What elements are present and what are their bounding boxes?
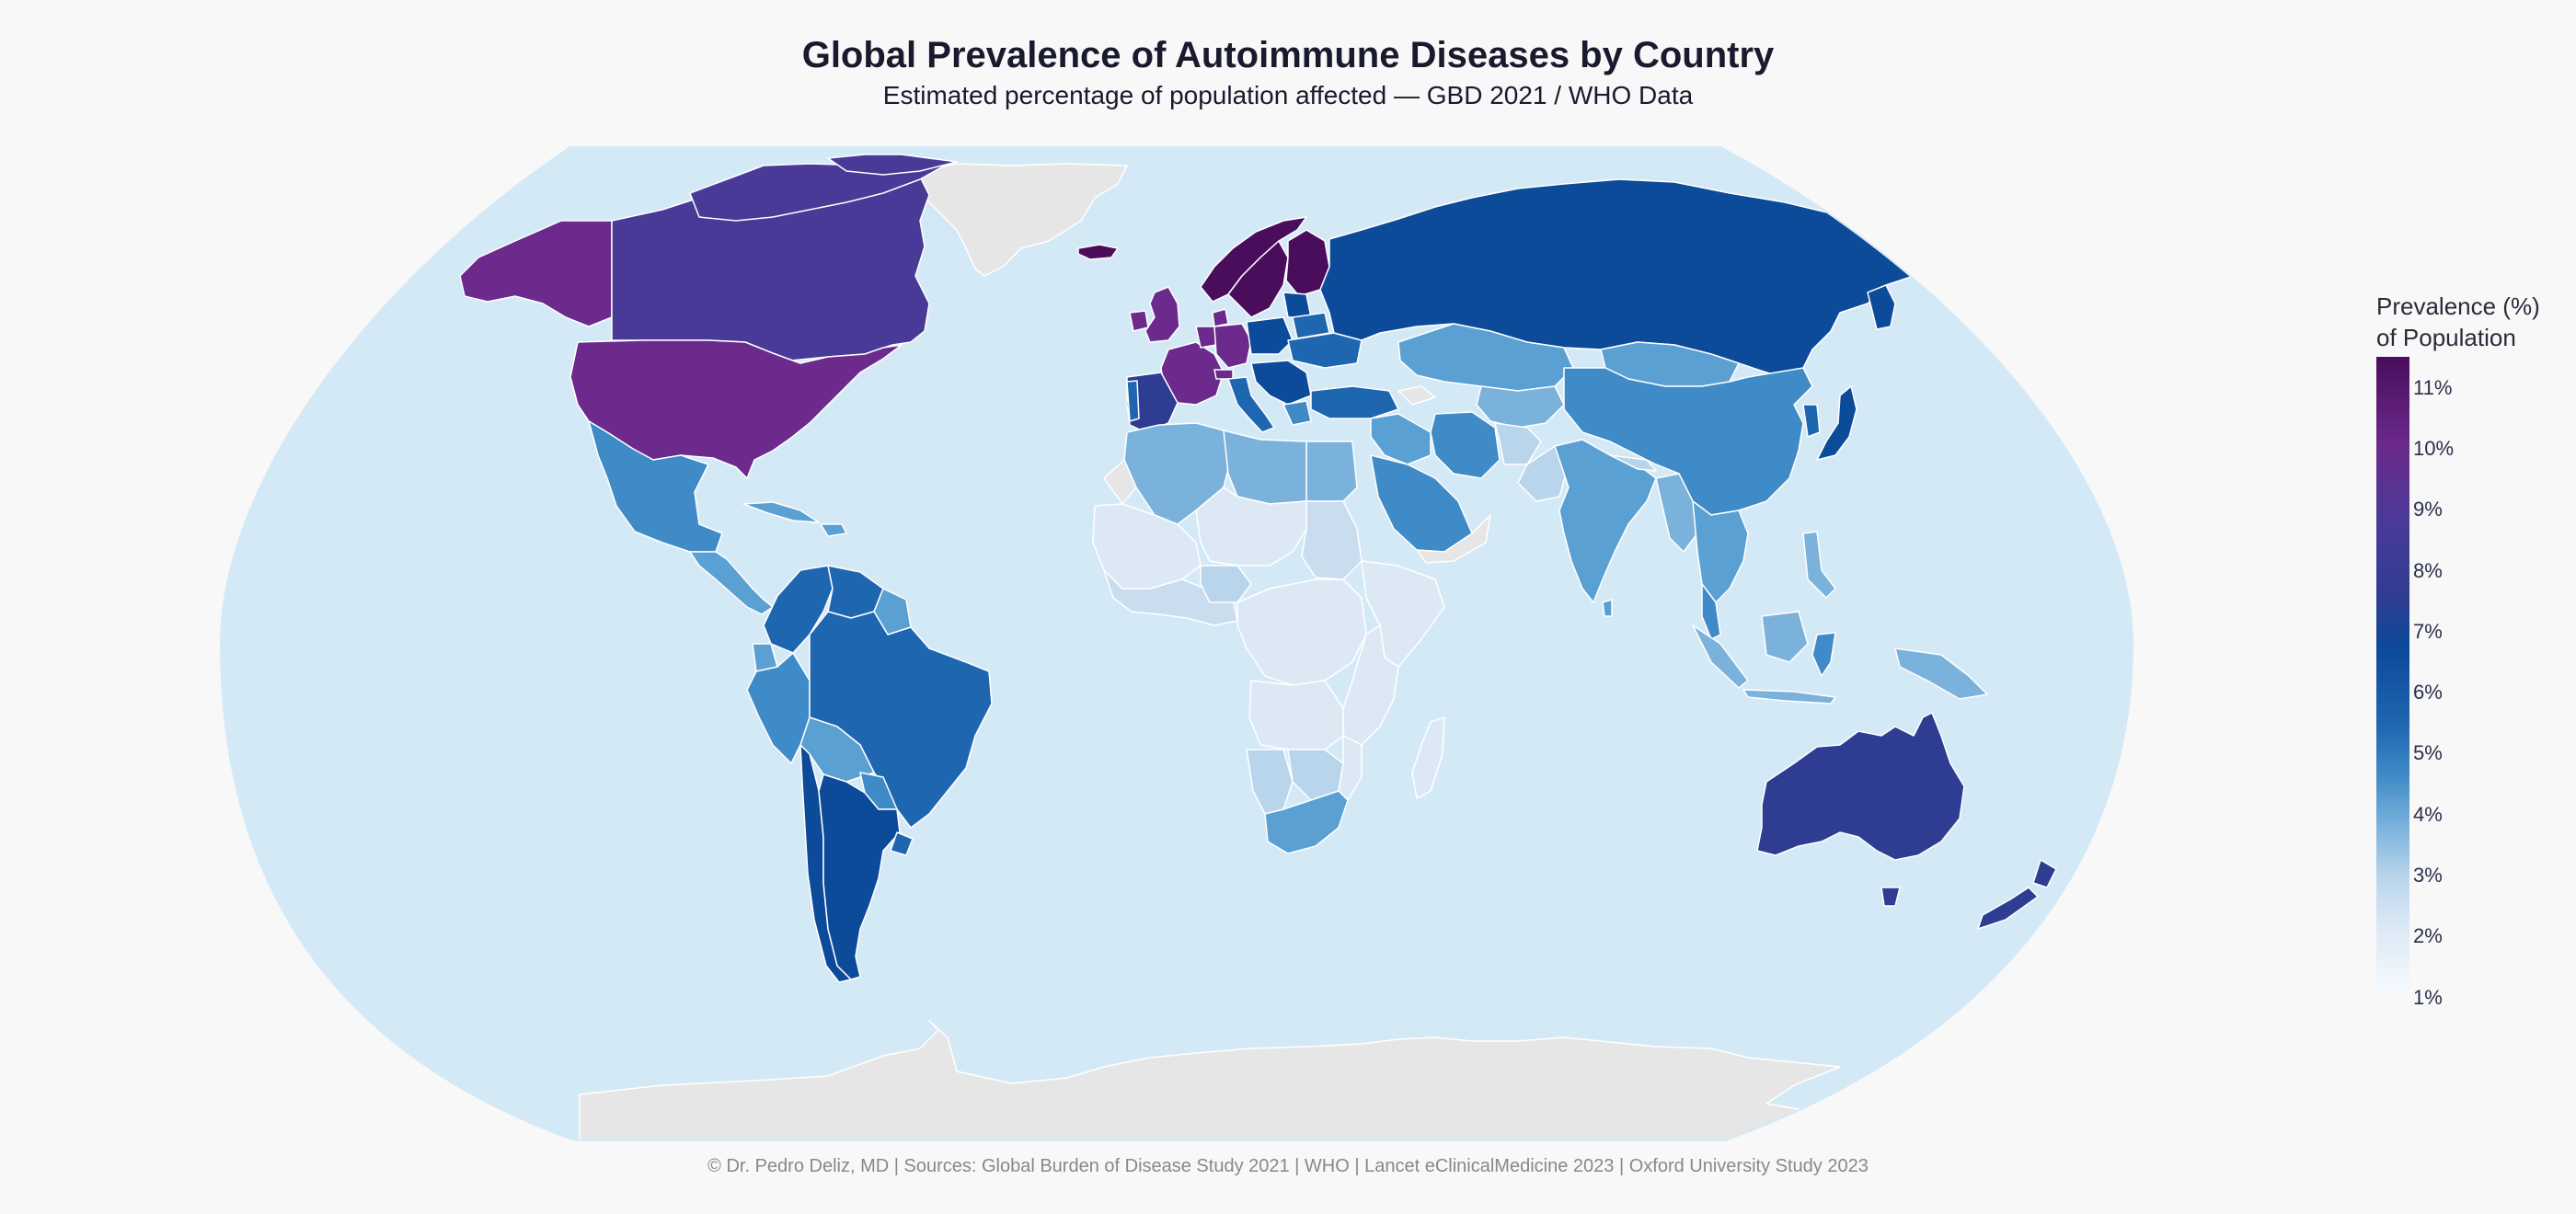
globe-outline xyxy=(219,146,2134,1141)
region-canada-islands-b[interactable] xyxy=(827,154,958,176)
region-nepal[interactable] xyxy=(1609,454,1657,472)
legend-title-line2: of Population xyxy=(2376,324,2516,351)
legend-tick: 10% xyxy=(2413,437,2455,460)
region-niger-chad[interactable] xyxy=(1195,487,1307,567)
region-madagascar[interactable] xyxy=(1411,716,1445,799)
region-borneo[interactable] xyxy=(1761,611,1809,663)
region-malay-peninsula[interactable] xyxy=(1701,583,1721,640)
region-sulawesi[interactable] xyxy=(1811,632,1836,677)
region-philippines[interactable] xyxy=(1802,531,1836,599)
region-ireland[interactable] xyxy=(1129,310,1149,332)
region-central-africa[interactable] xyxy=(1236,578,1367,686)
legend-tick: 8% xyxy=(2413,559,2443,582)
region-indochina[interactable] xyxy=(1692,500,1749,603)
region-new-zealand[interactable] xyxy=(2032,859,2057,888)
region-switzerland[interactable] xyxy=(1213,369,1234,380)
region-sri-lanka[interactable] xyxy=(1602,599,1613,617)
region-kamchatka[interactable] xyxy=(1867,284,1896,330)
region-new-zealand-south[interactable] xyxy=(1977,887,2039,930)
region-japan[interactable] xyxy=(1816,385,1857,461)
region-angola-zambia[interactable] xyxy=(1248,680,1344,750)
page-title: Global Prevalence of Autoimmune Diseases… xyxy=(801,35,1775,75)
region-caucasus[interactable] xyxy=(1397,385,1436,406)
legend-tick: 5% xyxy=(2413,741,2443,764)
region-west-africa-north[interactable] xyxy=(1092,503,1202,590)
region-germany[interactable] xyxy=(1213,323,1252,369)
region-canada-islands[interactable] xyxy=(689,163,949,222)
region-ukraine[interactable] xyxy=(1287,332,1363,369)
region-south-africa[interactable] xyxy=(1264,790,1349,854)
region-argentina[interactable] xyxy=(818,773,901,980)
region-australia[interactable] xyxy=(1756,712,1965,861)
region-mexico[interactable] xyxy=(588,420,723,553)
region-china[interactable] xyxy=(1563,367,1813,516)
region-antarctica[interactable] xyxy=(579,1020,1841,1140)
source-footer: © Dr. Pedro Deliz, MD | Sources: Global … xyxy=(707,1156,1869,1176)
region-east-africa[interactable] xyxy=(1342,624,1399,746)
legend-tick: 11% xyxy=(2413,376,2453,399)
legend-tick: 1% xyxy=(2413,986,2443,1009)
region-libya[interactable] xyxy=(1223,429,1307,505)
legend-tick: 2% xyxy=(2413,924,2443,947)
legend-tick: 7% xyxy=(2413,620,2443,643)
region-iceland[interactable] xyxy=(1077,244,1119,260)
region-yemen-oman[interactable] xyxy=(1416,514,1491,564)
region-iraq-syria[interactable] xyxy=(1370,413,1432,465)
region-greenland[interactable] xyxy=(905,163,1128,277)
region-poland[interactable] xyxy=(1246,316,1294,355)
legend-title-line1: Prevalence (%) xyxy=(2376,292,2540,320)
region-colombia[interactable] xyxy=(763,565,834,654)
region-new-guinea[interactable] xyxy=(1894,647,1988,700)
region-hispaniola[interactable] xyxy=(820,523,847,537)
region-korea[interactable] xyxy=(1802,404,1821,438)
region-cuba[interactable] xyxy=(742,501,820,523)
region-central-asia[interactable] xyxy=(1476,385,1565,429)
region-turkey[interactable] xyxy=(1310,385,1399,419)
region-portugal[interactable] xyxy=(1126,380,1140,422)
legend-tick: 9% xyxy=(2413,498,2443,521)
region-denmark[interactable] xyxy=(1212,308,1229,327)
legend-tick: 6% xyxy=(2413,681,2443,704)
region-italy[interactable] xyxy=(1227,376,1275,433)
region-java[interactable] xyxy=(1742,689,1836,704)
region-sumatra[interactable] xyxy=(1692,624,1749,689)
legend-colorbar xyxy=(2376,357,2409,991)
region-baltics[interactable] xyxy=(1282,292,1312,318)
legend-tick: 3% xyxy=(2413,864,2443,887)
region-iran[interactable] xyxy=(1430,411,1501,479)
region-belarus[interactable] xyxy=(1292,312,1330,339)
region-western-sahara[interactable] xyxy=(1103,459,1137,505)
region-uk[interactable] xyxy=(1144,286,1180,343)
page-subtitle: Estimated percentage of population affec… xyxy=(882,81,1694,109)
legend-title: Prevalence (%) of Population xyxy=(2376,291,2540,353)
region-greece[interactable] xyxy=(1282,400,1312,426)
region-tasmania[interactable] xyxy=(1880,887,1901,907)
legend-tick: 4% xyxy=(2413,803,2443,826)
region-uruguay[interactable] xyxy=(890,831,914,856)
region-balkans[interactable] xyxy=(1250,360,1312,406)
region-alaska[interactable] xyxy=(459,220,613,327)
region-egypt[interactable] xyxy=(1305,441,1358,502)
